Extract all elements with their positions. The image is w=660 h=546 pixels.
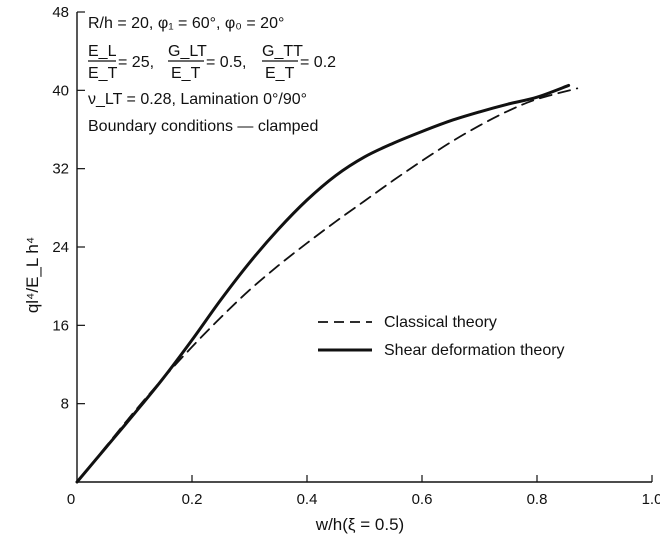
ratio-2-numerator: G_LT bbox=[168, 43, 207, 60]
annotation-line-3: ν_LT = 0.28, Lamination 0°/90° bbox=[88, 91, 307, 108]
legend: Classical theory Shear deformation theor… bbox=[318, 314, 565, 359]
x-tick-label: 0.6 bbox=[412, 491, 433, 508]
y-axis-label: ql⁴/E_L h⁴ bbox=[23, 237, 42, 313]
annotation-block: R/h = 20, φ₁ = 60°, φ₀ = 20° E_L E_T = 2… bbox=[88, 15, 336, 135]
origin-tick-label: 0 bbox=[67, 491, 75, 508]
y-tick-label: 24 bbox=[52, 239, 69, 256]
ratio-2-denominator: E_T bbox=[171, 65, 201, 82]
ratio-3-denominator: E_T bbox=[265, 65, 295, 82]
y-tick-label: 16 bbox=[52, 317, 69, 334]
ratio-2-value: = 0.5, bbox=[206, 54, 246, 71]
ratio-1-denominator: E_T bbox=[88, 65, 118, 82]
legend-label-shear: Shear deformation theory bbox=[384, 342, 565, 359]
x-axis-label: w/h(ξ = 0.5) bbox=[315, 515, 404, 534]
x-tick-label: 0.2 bbox=[182, 491, 203, 508]
legend-label-classical: Classical theory bbox=[384, 314, 497, 331]
y-tick-label: 8 bbox=[61, 396, 69, 413]
x-tick-label: 1.0 bbox=[642, 491, 660, 508]
x-tick-label: 0.8 bbox=[527, 491, 548, 508]
series-shear-line bbox=[75, 83, 571, 484]
y-tick-label: 32 bbox=[52, 161, 69, 178]
ratio-3-value: = 0.2 bbox=[300, 54, 336, 71]
annotation-line-1: R/h = 20, φ₁ = 60°, φ₀ = 20° bbox=[88, 15, 284, 32]
ratio-3-numerator: G_TT bbox=[262, 43, 303, 60]
y-tick-label: 48 bbox=[52, 4, 69, 21]
annotation-line-4: Boundary conditions — clamped bbox=[88, 118, 318, 135]
x-tick-label: 0.4 bbox=[297, 491, 318, 508]
ratio-1-value: = 25, bbox=[118, 54, 154, 71]
ratio-1-numerator: E_L bbox=[88, 43, 117, 60]
y-tick-label: 40 bbox=[52, 82, 69, 99]
axes bbox=[76, 12, 652, 483]
series-classical-line bbox=[76, 87, 579, 483]
ticks: 0 0.2 0.4 0.6 0.8 1.0 8 16 24 32 40 48 bbox=[52, 4, 660, 508]
series-layer bbox=[75, 83, 579, 484]
